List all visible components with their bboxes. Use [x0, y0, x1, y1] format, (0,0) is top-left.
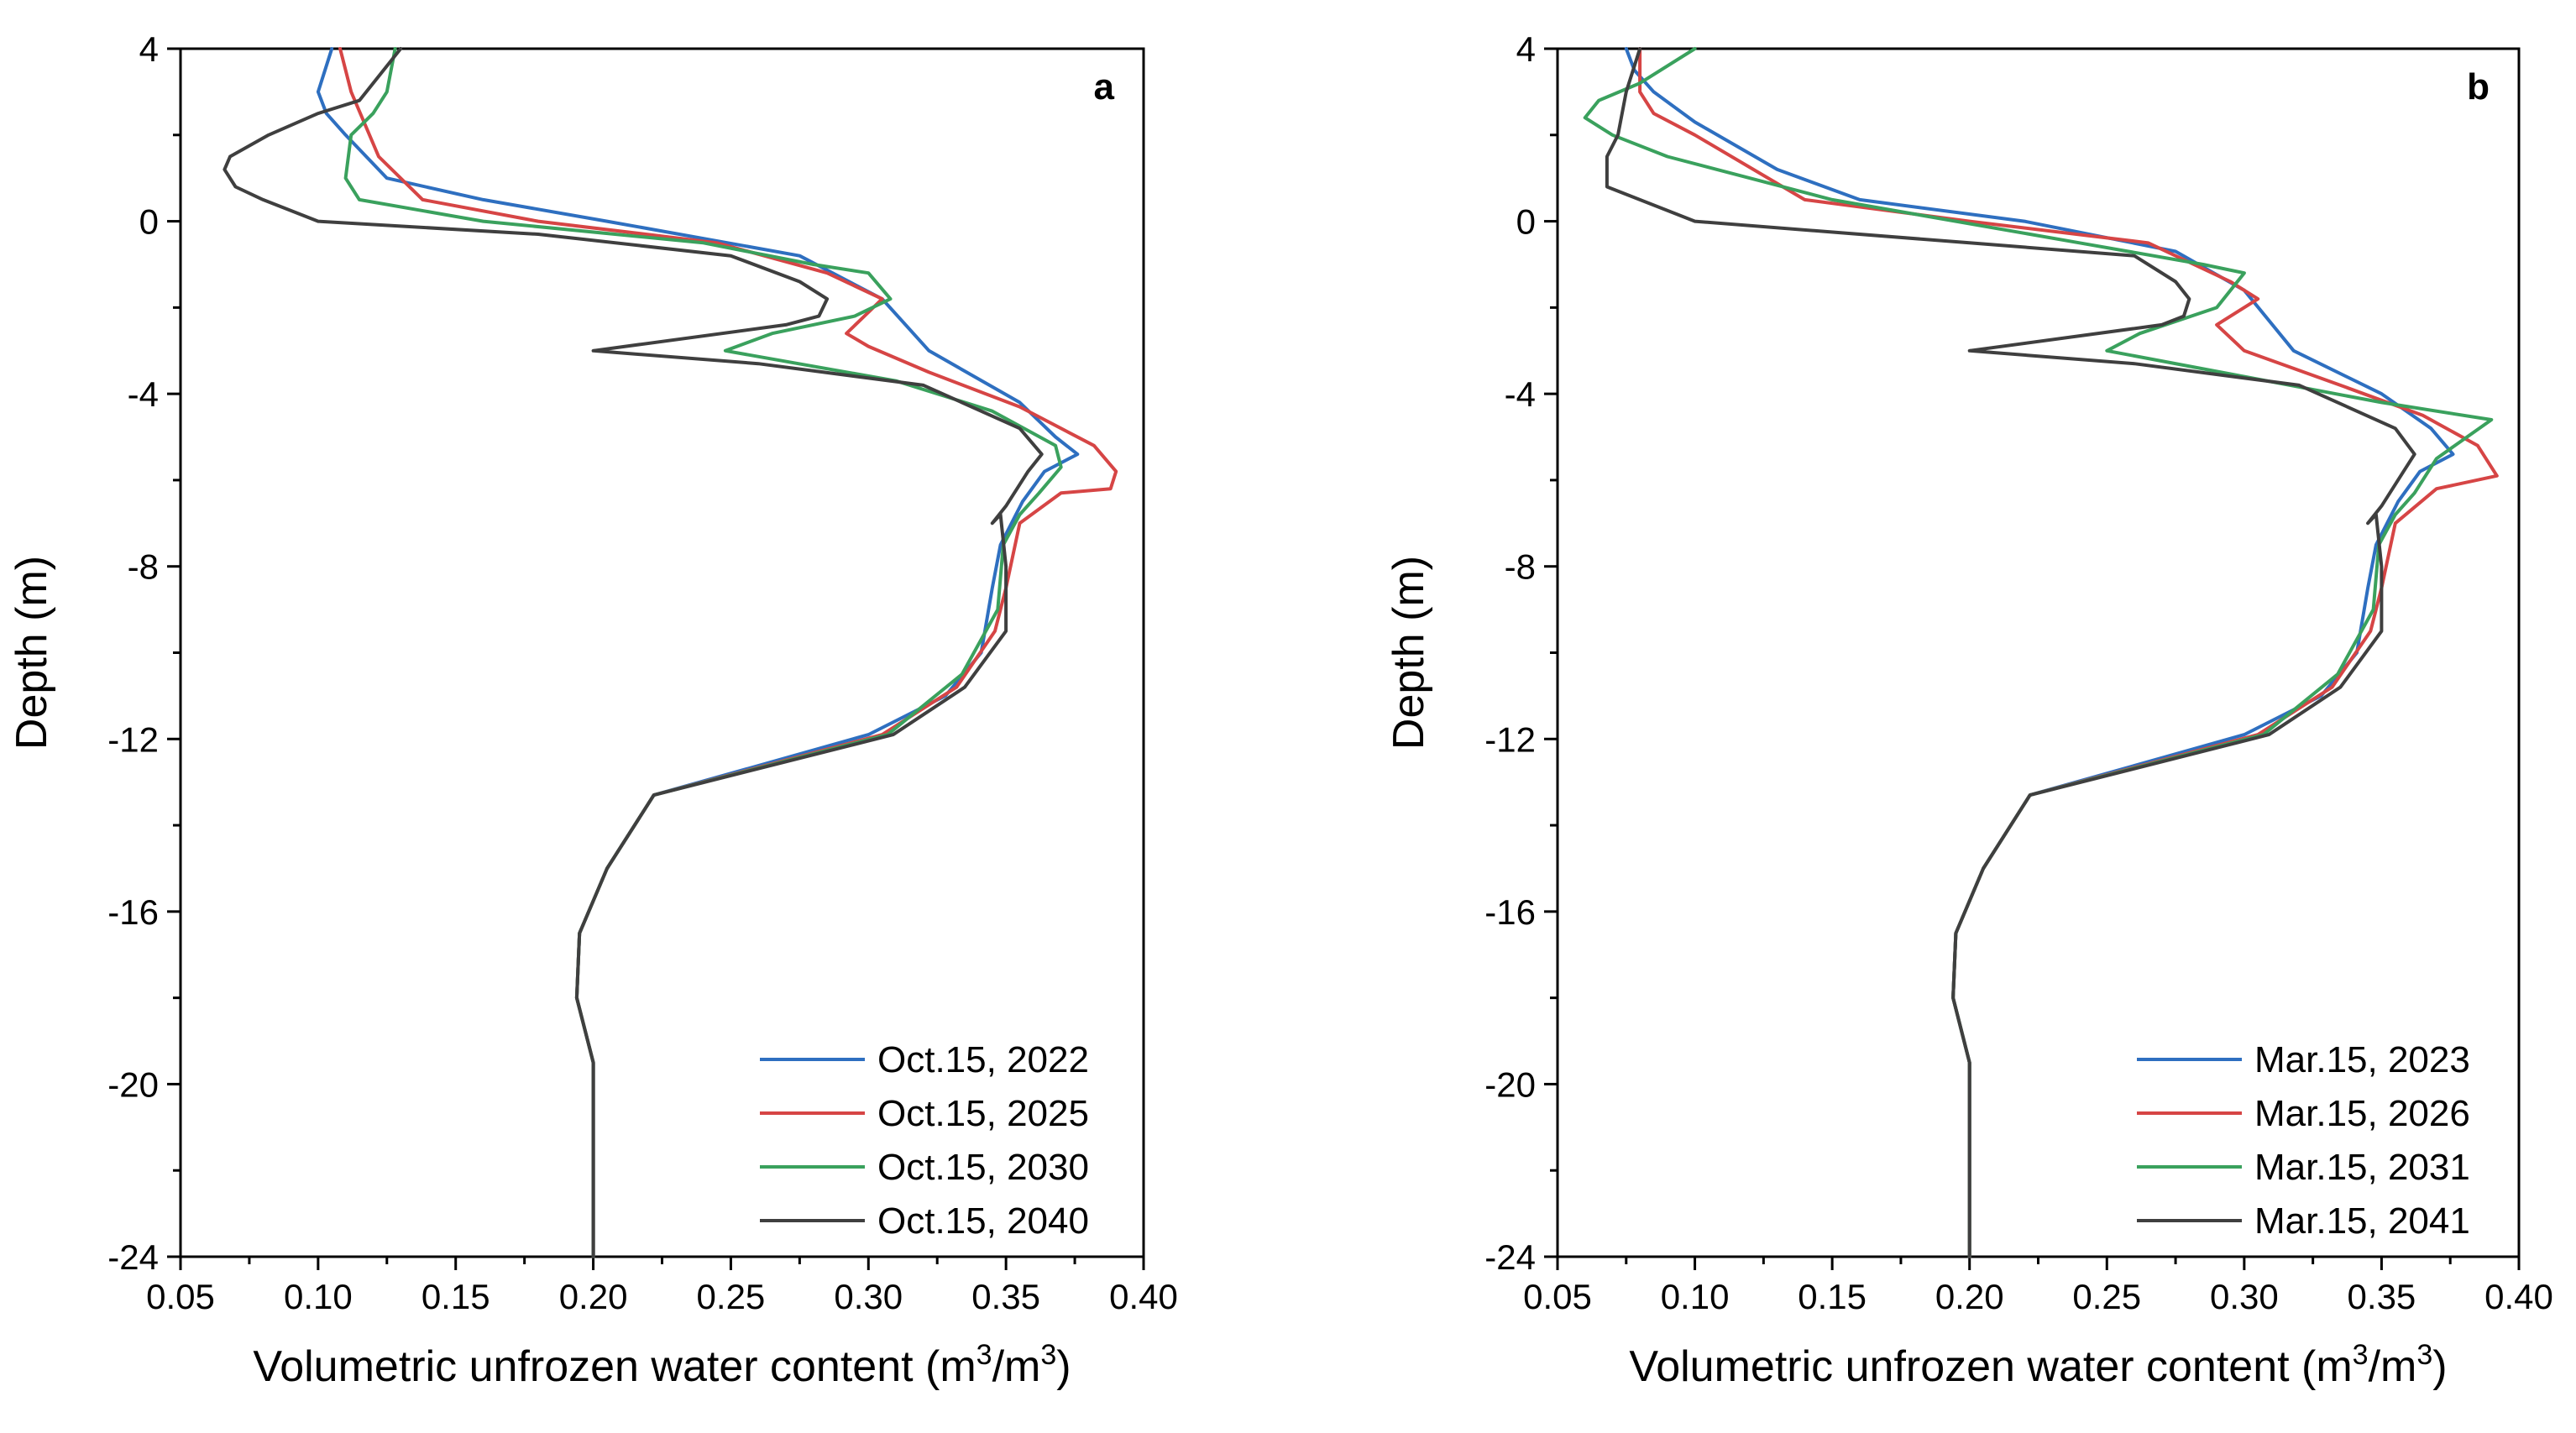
- y-tick-label: -24: [107, 1237, 159, 1277]
- y-tick-label: 4: [139, 29, 159, 69]
- x-tick-label: 0.20: [1935, 1277, 2004, 1316]
- y-axis-title: Depth (m): [8, 556, 56, 750]
- x-tick-label: 0.25: [697, 1277, 766, 1316]
- x-tick-label: 0.40: [2484, 1277, 2553, 1316]
- panel-label: b: [2467, 66, 2490, 107]
- chart-panel-a: 0.05 0.10 0.15 0.20 0.25 0.30 0.35 0.40 4 0 -4 -8 -1…: [8, 29, 1178, 1391]
- x-axis-title-part: Volumetric unfrozen water content (m: [253, 1342, 976, 1391]
- y-tick-label: -4: [1505, 374, 1536, 414]
- y-tick-label: 4: [1516, 29, 1536, 69]
- x-tick-label: 0.35: [971, 1277, 1040, 1316]
- legend-label: Mar.15, 2031: [2254, 1147, 2470, 1188]
- x-axis-title-part: ): [2432, 1342, 2447, 1391]
- x-tick-label: 0.20: [559, 1277, 628, 1316]
- x-tick-label: 0.40: [1109, 1277, 1178, 1316]
- y-tick-label: -20: [107, 1064, 159, 1104]
- x-tick-label: 0.05: [146, 1277, 215, 1316]
- y-tick-label: -12: [107, 719, 159, 759]
- x-axis-title-part: Volumetric unfrozen water content (m: [1629, 1342, 2352, 1391]
- y-axis-title: Depth (m): [1385, 556, 1433, 750]
- y-tick-label: -8: [128, 547, 159, 587]
- y-tick-label: 0: [139, 202, 159, 242]
- y-tick-label: -20: [1484, 1064, 1536, 1104]
- y-tick-label: 0: [1516, 202, 1536, 242]
- y-tick-label: -16: [1484, 892, 1536, 932]
- x-axis-title-superscript: 3: [976, 1339, 992, 1371]
- x-axis-title-part: ): [1056, 1342, 1071, 1391]
- chart-panel-b: 0.05 0.10 0.15 0.20 0.25 0.30 0.35 0.40 4 0 -4 -8 -1…: [1385, 29, 2553, 1391]
- x-tick-label: 0.30: [2210, 1277, 2279, 1316]
- x-tick-label: 0.10: [1661, 1277, 1730, 1316]
- panel-label: a: [1094, 66, 1115, 107]
- x-tick-label: 0.30: [834, 1277, 903, 1316]
- legend-label: Oct.15, 2022: [877, 1039, 1089, 1080]
- x-axis-title-superscript: 3: [1040, 1339, 1056, 1371]
- x-tick-label: 0.25: [2072, 1277, 2141, 1316]
- x-tick-label: 0.15: [421, 1277, 490, 1316]
- x-axis-title-part: /m: [992, 1342, 1041, 1391]
- legend-label: Mar.15, 2041: [2254, 1200, 2470, 1242]
- y-tick-label: -12: [1484, 719, 1536, 759]
- legend-label: Mar.15, 2026: [2254, 1093, 2470, 1134]
- x-axis-title: Volumetric unfrozen water content (m3/m3…: [1629, 1339, 2447, 1391]
- legend-label: Oct.15, 2040: [877, 1200, 1089, 1242]
- x-axis-title-superscript: 3: [2416, 1339, 2432, 1371]
- legend-label: Mar.15, 2023: [2254, 1039, 2470, 1080]
- legend-label: Oct.15, 2030: [877, 1147, 1089, 1188]
- y-tick-label: -16: [107, 892, 159, 932]
- x-tick-label: 0.35: [2348, 1277, 2416, 1316]
- x-axis-title: Volumetric unfrozen water content (m3/m3…: [253, 1339, 1071, 1391]
- x-axis-title-superscript: 3: [2353, 1339, 2369, 1371]
- x-tick-label: 0.05: [1523, 1277, 1592, 1316]
- x-tick-label: 0.10: [284, 1277, 353, 1316]
- series-line: [1605, 47, 2416, 1258]
- x-axis-title-part: /m: [2369, 1342, 2417, 1391]
- y-tick-label: -8: [1505, 547, 1536, 587]
- y-tick-label: -4: [128, 374, 159, 414]
- y-tick-label: -24: [1484, 1237, 1536, 1277]
- legend-label: Oct.15, 2025: [877, 1093, 1089, 1134]
- series-line: [223, 47, 1044, 1258]
- x-tick-label: 0.15: [1798, 1277, 1867, 1316]
